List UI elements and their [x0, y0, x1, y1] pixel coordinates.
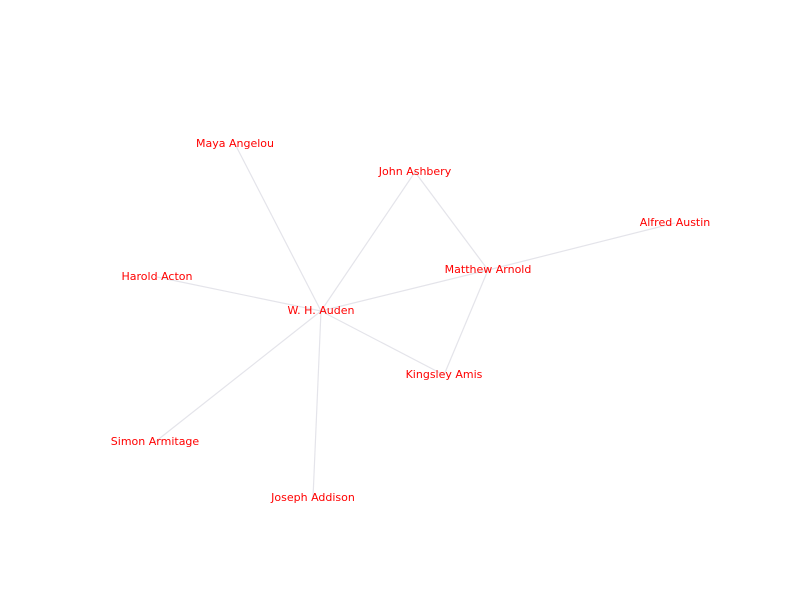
node-label-acton: Harold Acton — [122, 270, 193, 283]
edge-auden-ashbery — [320, 171, 416, 312]
edge-auden-armitage — [154, 310, 322, 443]
edge-arnold-austin — [487, 222, 676, 271]
node-label-austin: Alfred Austin — [640, 216, 711, 229]
node-label-armitage: Simon Armitage — [111, 435, 200, 448]
node-label-angelou: Maya Angelou — [196, 137, 274, 150]
edge-ashbery-arnold — [414, 171, 489, 271]
node-label-arnold: Matthew Arnold — [445, 263, 532, 276]
node-label-auden: W. H. Auden — [288, 304, 355, 317]
edge-auden-addison — [312, 310, 322, 499]
edge-arnold-amis — [443, 269, 489, 376]
edge-auden-angelou — [234, 143, 322, 312]
node-label-layer: W. H. Auden Maya Angelou John Ashbery Al… — [111, 137, 710, 504]
edge-auden-arnold — [320, 269, 489, 312]
node-label-ashbery: John Ashbery — [378, 165, 452, 178]
edge-auden-acton — [156, 276, 322, 312]
node-label-amis: Kingsley Amis — [406, 368, 483, 381]
node-label-addison: Joseph Addison — [270, 491, 355, 504]
edge-layer — [154, 143, 676, 499]
edge-auden-amis — [320, 310, 445, 376]
